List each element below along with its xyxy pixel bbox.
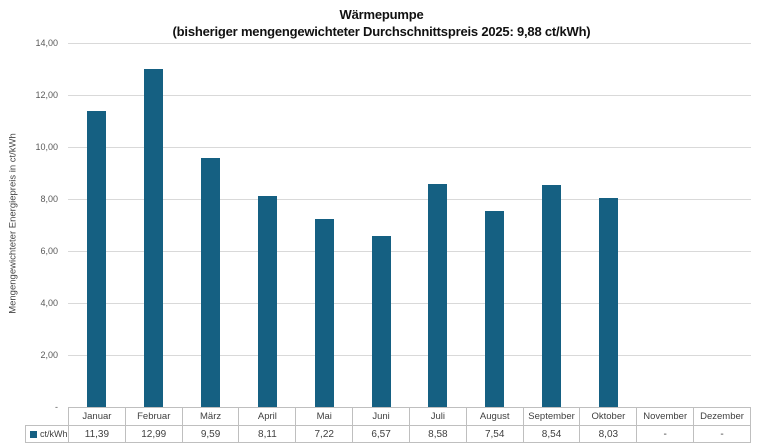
y-tick-label: 2,00 [40, 350, 58, 360]
y-tick-label: - [55, 402, 58, 412]
month-header-cell: Oktober [580, 408, 638, 425]
bar-juni [371, 236, 391, 407]
month-header-cell: Februar [126, 408, 183, 425]
y-tick-label: 4,00 [40, 298, 58, 308]
value-cell: 9,59 [183, 426, 240, 442]
month-header-cell: Januar [69, 408, 126, 425]
y-tick-label: 10,00 [35, 142, 58, 152]
month-header-cell: März [183, 408, 240, 425]
y-tick-label: 14,00 [35, 38, 58, 48]
chart-title-block: Wärmepumpe (bisheriger mengengewichteter… [0, 6, 763, 40]
value-cell: 8,54 [524, 426, 581, 442]
gridline [68, 355, 751, 356]
month-header-cell: November [637, 408, 695, 425]
bar-oktober [599, 198, 619, 407]
bar-mai [314, 219, 334, 407]
legend-swatch-icon [30, 430, 37, 438]
bar-juli [428, 184, 448, 407]
month-header-cell: Juli [410, 408, 467, 425]
month-header-cell: Juni [353, 408, 410, 425]
gridline [68, 303, 751, 304]
value-cell: - [694, 426, 751, 442]
y-tick-label: 8,00 [40, 194, 58, 204]
value-cell: 6,57 [353, 426, 410, 442]
chart-subtitle: (bisheriger mengengewichteter Durchschni… [172, 24, 591, 39]
value-cell: 12,99 [126, 426, 183, 442]
value-cell: 8,03 [580, 426, 638, 442]
legend-cell: ct/kWh [26, 426, 69, 442]
bar-januar [86, 111, 106, 407]
month-header-cell: Dezember [694, 408, 751, 425]
month-header-cell: April [239, 408, 297, 425]
bar-april [257, 196, 277, 407]
value-cell: 8,58 [410, 426, 467, 442]
plot-area [68, 43, 751, 407]
legend-label: ct/kWh [40, 429, 68, 439]
gridline [68, 199, 751, 200]
value-cell: - [637, 426, 695, 442]
month-header-cell: Mai [296, 408, 354, 425]
y-axis-title: Mengengewichteter Energiepreis in ct/kWh [7, 133, 19, 314]
bar-februar [143, 69, 163, 407]
bar-august [485, 211, 505, 407]
value-cell: 8,11 [239, 426, 297, 442]
data-table-values-row: ct/kWh 11,39 12,99 9,59 8,11 7,22 6,57 8,58 7,5… [25, 425, 751, 443]
value-cell: 7,54 [467, 426, 524, 442]
gridline [68, 95, 751, 96]
bar-september [542, 185, 562, 407]
gridline [68, 251, 751, 252]
gridline [68, 147, 751, 148]
y-tick-label: 12,00 [35, 90, 58, 100]
data-table-months-row: Januar Februar März April Mai Juni Juli August S… [68, 407, 751, 425]
month-header-cell: August [467, 408, 524, 425]
y-tick-label: 6,00 [40, 246, 58, 256]
month-header-cell: September [524, 408, 581, 425]
value-cell: 11,39 [69, 426, 126, 442]
bar-märz [200, 158, 220, 407]
gridline [68, 43, 751, 44]
value-cell: 7,22 [296, 426, 354, 442]
chart-title: Wärmepumpe [339, 7, 424, 22]
